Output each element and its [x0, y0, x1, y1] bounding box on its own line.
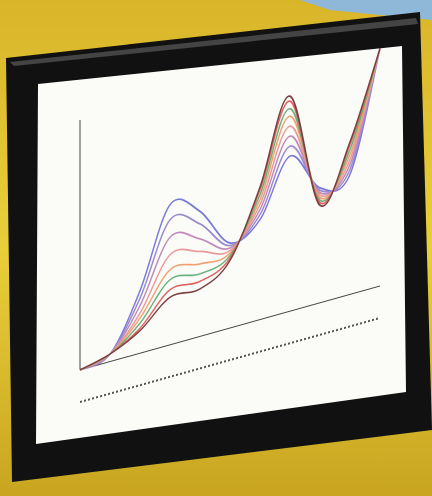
x-axis: [80, 285, 380, 371]
plot-area: [79, 48, 381, 403]
bezel-highlight: [10, 18, 418, 66]
spectrum-line: [79, 48, 381, 371]
screen: [36, 46, 406, 444]
x-axis-ticks-strip: [80, 316, 380, 403]
spectrum-line: [79, 48, 381, 371]
spectrum-line: [79, 48, 381, 371]
